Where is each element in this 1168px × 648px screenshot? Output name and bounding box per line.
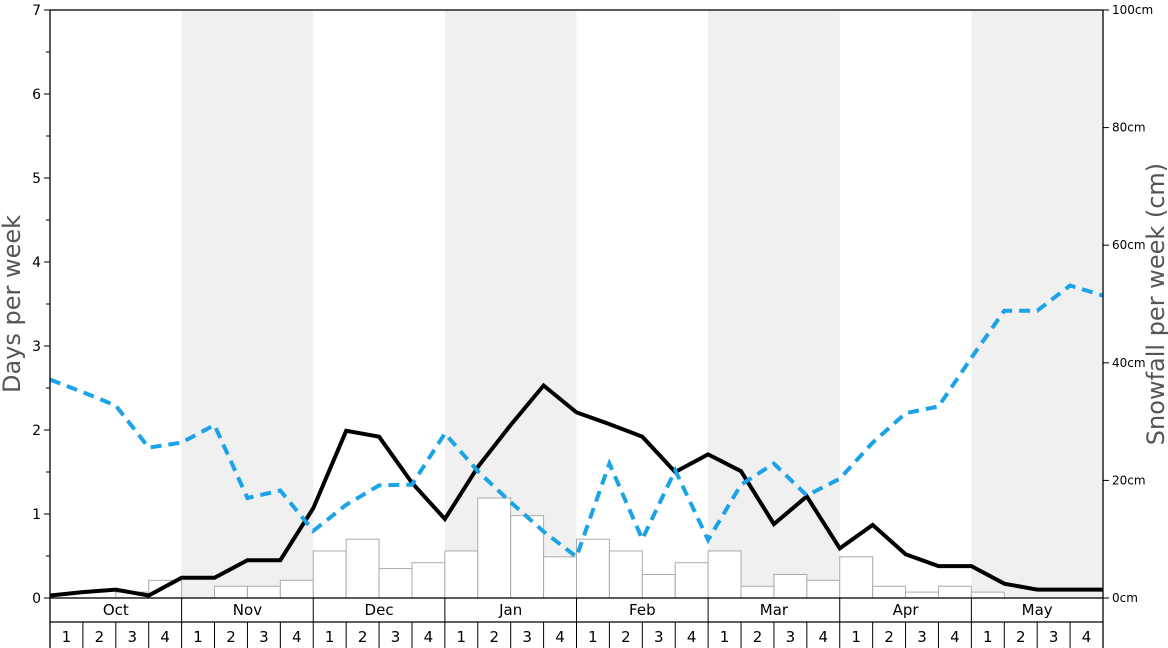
- dashed-line-series: [49, 283, 1104, 561]
- snowfall-bar: [148, 579, 183, 599]
- snowfall-bar: [937, 585, 972, 599]
- right-tick-label: 0cm: [1112, 591, 1138, 605]
- snowfall-bar: [707, 550, 742, 599]
- week-label: 1: [851, 628, 861, 646]
- week-label: 2: [358, 628, 368, 646]
- right-axis-label: Snowfall per week (cm): [1142, 163, 1168, 445]
- right-y-axis: 0cm 20cm 40cm 60cm 80cm 100cm: [1103, 3, 1153, 605]
- snowfall-bar: [312, 550, 347, 599]
- snowfall-bar: [576, 538, 610, 599]
- week-label: 2: [1016, 628, 1026, 646]
- week-label: 2: [226, 628, 236, 646]
- left-tick-label: 3: [32, 339, 41, 355]
- snowfall-bar: [345, 538, 380, 599]
- week-label: 3: [522, 628, 532, 646]
- week-label: 2: [621, 628, 631, 646]
- snowfall-bar: [806, 579, 841, 599]
- week-label: 1: [193, 628, 203, 646]
- month-label: Apr: [893, 601, 920, 619]
- week-label: 3: [786, 628, 796, 646]
- week-label: 4: [292, 628, 302, 646]
- week-label: 3: [391, 628, 401, 646]
- week-label: 4: [687, 628, 697, 646]
- month-band-may: [971, 10, 1103, 598]
- month-label: Mar: [760, 601, 789, 619]
- week-label: 2: [489, 628, 499, 646]
- left-tick-label: 4: [32, 255, 41, 271]
- day-lines: [49, 283, 1104, 598]
- right-tick-label: 80cm: [1112, 121, 1146, 135]
- month-label: Dec: [365, 601, 394, 619]
- left-tick-label: 5: [32, 171, 41, 187]
- snowfall-bar: [543, 556, 577, 599]
- week-label: 3: [917, 628, 927, 646]
- snowfall-bar: [674, 562, 709, 599]
- snowfall-bar: [773, 573, 808, 599]
- month-label: Feb: [629, 601, 656, 619]
- week-label: 4: [950, 628, 960, 646]
- snowfall-bar: [608, 550, 643, 599]
- left-tick-label: 6: [32, 87, 41, 103]
- snowfall-bar: [839, 556, 874, 599]
- week-label: 1: [325, 628, 335, 646]
- month-shading-bands: [181, 10, 1103, 598]
- week-label: 1: [62, 628, 72, 646]
- left-axis-label: Days per week: [0, 215, 26, 393]
- week-label: 3: [127, 628, 137, 646]
- week-label: 1: [720, 628, 730, 646]
- week-label: 3: [654, 628, 664, 646]
- week-label: 2: [753, 628, 763, 646]
- snowfall-bar: [411, 562, 446, 599]
- solid-line-series: [49, 382, 1103, 598]
- week-label: 2: [884, 628, 894, 646]
- week-label: 4: [1082, 628, 1092, 646]
- month-band-mar: [708, 10, 840, 598]
- left-tick-label: 1: [32, 507, 41, 523]
- snowfall-bar: [970, 591, 1005, 599]
- snowfall-bar: [641, 573, 676, 599]
- week-label: 4: [160, 628, 170, 646]
- snowfall-bar: [214, 585, 248, 599]
- snowfall-bar: [246, 585, 281, 599]
- right-tick-label: 100cm: [1112, 3, 1153, 17]
- snowfall-bar: [444, 550, 479, 599]
- snowfall-bar: [740, 585, 775, 599]
- month-label: Oct: [103, 601, 129, 619]
- left-y-axis: 0 1 2 3 4 5 6 7: [32, 3, 50, 607]
- week-label: 1: [457, 628, 467, 646]
- month-label: Nov: [233, 601, 262, 619]
- month-band-nov: [181, 10, 314, 598]
- right-tick-label: 20cm: [1112, 473, 1146, 487]
- snowfall-bar: [477, 497, 512, 599]
- month-label: Jan: [498, 601, 522, 619]
- week-label: 1: [983, 628, 993, 646]
- month-label: May: [1022, 601, 1053, 619]
- left-tick-label: 7: [32, 3, 41, 19]
- snowfall-bar: [378, 568, 413, 599]
- snowfall-bar: [872, 585, 907, 599]
- week-label: 3: [1049, 628, 1059, 646]
- right-tick-label: 60cm: [1112, 238, 1146, 252]
- week-label: 2: [95, 628, 105, 646]
- right-tick-label: 40cm: [1112, 356, 1146, 370]
- x-axis-month-week-table: Oct 1 2 3 4 Nov 1 2 3 4 Dec 1 2 3 4 Jan 1 2 3 4 Feb 1 2 3 4 Mar 1 2…: [49, 598, 1104, 648]
- snowfall-bars: [115, 497, 1005, 599]
- week-label: 1: [588, 628, 598, 646]
- snowfall-bar: [279, 579, 314, 599]
- left-tick-label: 2: [32, 423, 41, 439]
- snowfall-bar: [905, 591, 939, 599]
- week-label: 4: [424, 628, 434, 646]
- week-label: 3: [259, 628, 269, 646]
- week-label: 4: [819, 628, 829, 646]
- week-label: 4: [555, 628, 565, 646]
- left-tick-label: 0: [32, 591, 41, 607]
